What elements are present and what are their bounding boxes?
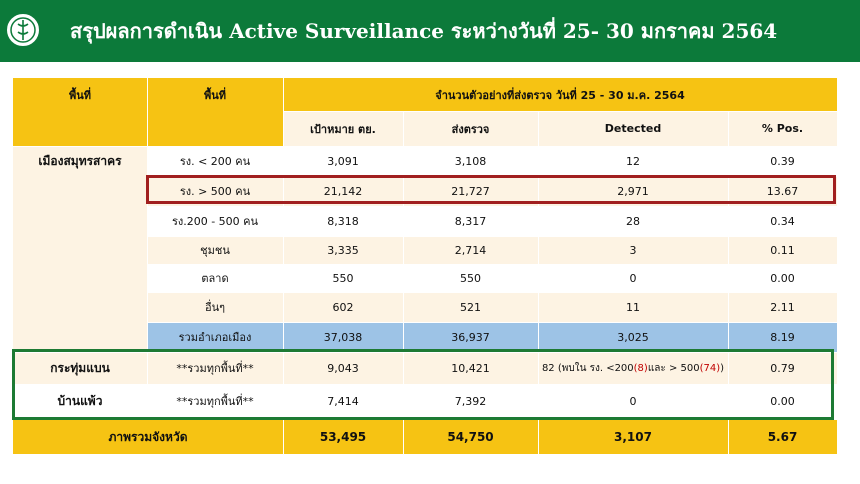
detected-mid: และ > 500	[647, 362, 700, 374]
row6-sent: 521	[403, 292, 538, 322]
title-banner: สรุปผลการดำเนิน Active Surveillance ระหว…	[0, 0, 860, 62]
grid-line	[147, 176, 837, 177]
row6-target: 602	[283, 292, 403, 322]
krathum-baen-sent: 10,421	[403, 352, 538, 384]
ban-phaeo-sub: **รวมทุกพื้นที่**	[147, 384, 283, 418]
grid-line	[147, 292, 837, 293]
subtotal-detected: 3,025	[538, 322, 728, 352]
grid-line	[728, 111, 729, 454]
krathum-baen-detected: 82 (พบใน รง. <200 (8) และ > 500 (74))	[538, 352, 728, 384]
surveillance-table: พื้นที่ พื้นที่ จำนวนตัวอย่างที่ส่งตรวจ …	[13, 78, 837, 454]
ban-phaeo-target: 7,414	[283, 384, 403, 418]
row3-detected: 28	[538, 206, 728, 236]
grid-line	[403, 111, 404, 454]
row2-pos: 13.67	[728, 176, 837, 206]
row4-pos: 0.11	[728, 236, 837, 264]
detected-suffix: )	[720, 362, 725, 374]
subtotal-target: 37,038	[283, 322, 403, 352]
row2-sent: 21,727	[403, 176, 538, 206]
row4-target: 3,335	[283, 236, 403, 264]
area-samut-sakhon: เมืองสมุทรสาคร	[13, 146, 147, 352]
province-total-sent: 54,750	[403, 420, 538, 454]
row5-sub: ตลาด	[147, 264, 283, 292]
row5-pos: 0.00	[728, 264, 837, 292]
detected-prefix: 82 (พบใน รง. <200	[541, 362, 634, 374]
row4-detected: 3	[538, 236, 728, 264]
detected-large-count: (74)	[699, 362, 721, 374]
page-title: สรุปผลการดำเนิน Active Surveillance ระหว…	[70, 19, 778, 43]
row1-sub: รง. < 200 คน	[147, 146, 283, 176]
row1-target: 3,091	[283, 146, 403, 176]
ban-phaeo-detected: 0	[538, 384, 728, 418]
province-total-target: 53,495	[283, 420, 403, 454]
grid-line	[13, 419, 837, 420]
header-area-cont	[13, 111, 147, 146]
row6-pos: 2.11	[728, 292, 837, 322]
row4-sent: 2,714	[403, 236, 538, 264]
subtotal-pos: 8.19	[728, 322, 837, 352]
header-area: พื้นที่	[13, 78, 147, 111]
detected-small-count: (8)	[633, 362, 648, 374]
grid-line	[147, 206, 837, 207]
header-sent: ส่งตรวจ	[403, 111, 538, 146]
row3-pos: 0.34	[728, 206, 837, 236]
row1-pos: 0.39	[728, 146, 837, 176]
row6-sub: อื่นๆ	[147, 292, 283, 322]
row2-detected: 2,971	[538, 176, 728, 206]
header-target: เป้าหมาย ตย.	[283, 111, 403, 146]
province-total-label: ภาพรวมจังหวัด	[13, 420, 283, 454]
row5-target: 550	[283, 264, 403, 292]
header-pos: % Pos.	[728, 111, 837, 146]
grid-line	[147, 322, 837, 323]
province-total-pos: 5.67	[728, 420, 837, 454]
grid-line	[538, 111, 539, 454]
krathum-baen-target: 9,043	[283, 352, 403, 384]
header-group-title: จำนวนตัวอย่างที่ส่งตรวจ วันที่ 25 - 30 ม…	[283, 78, 837, 111]
header-detected: Detected	[538, 111, 728, 146]
header-subarea-cont	[147, 111, 283, 146]
row5-sent: 550	[403, 264, 538, 292]
row3-sent: 8,317	[403, 206, 538, 236]
area-krathum-baen: กระทุ่มแบน	[13, 352, 147, 384]
row5-detected: 0	[538, 264, 728, 292]
row3-sub: รง.200 - 500 คน	[147, 206, 283, 236]
row1-sent: 3,108	[403, 146, 538, 176]
grid-line	[13, 352, 837, 353]
krathum-baen-pos: 0.79	[728, 352, 837, 384]
subtotal-label: รวมอำเภอเมือง	[147, 322, 283, 352]
grid-line	[283, 78, 284, 454]
grid-line	[13, 146, 837, 147]
grid-line	[13, 384, 837, 385]
ban-phaeo-sent: 7,392	[403, 384, 538, 418]
area-ban-phaeo: บ้านแพ้ว	[13, 384, 147, 418]
grid-line	[283, 111, 837, 112]
krathum-baen-sub: **รวมทุกพื้นที่**	[147, 352, 283, 384]
grid-line	[147, 236, 837, 237]
row2-sub: รง. > 500 คน	[147, 176, 283, 206]
row3-target: 8,318	[283, 206, 403, 236]
grid-line	[147, 264, 837, 265]
row6-detected: 11	[538, 292, 728, 322]
province-total-detected: 3,107	[538, 420, 728, 454]
row4-sub: ชุมชน	[147, 236, 283, 264]
row1-detected: 12	[538, 146, 728, 176]
subtotal-sent: 36,937	[403, 322, 538, 352]
moph-seal-icon	[5, 12, 41, 48]
header-subarea: พื้นที่	[147, 78, 283, 111]
row2-target: 21,142	[283, 176, 403, 206]
ban-phaeo-pos: 0.00	[728, 384, 837, 418]
grid-line	[147, 78, 148, 420]
